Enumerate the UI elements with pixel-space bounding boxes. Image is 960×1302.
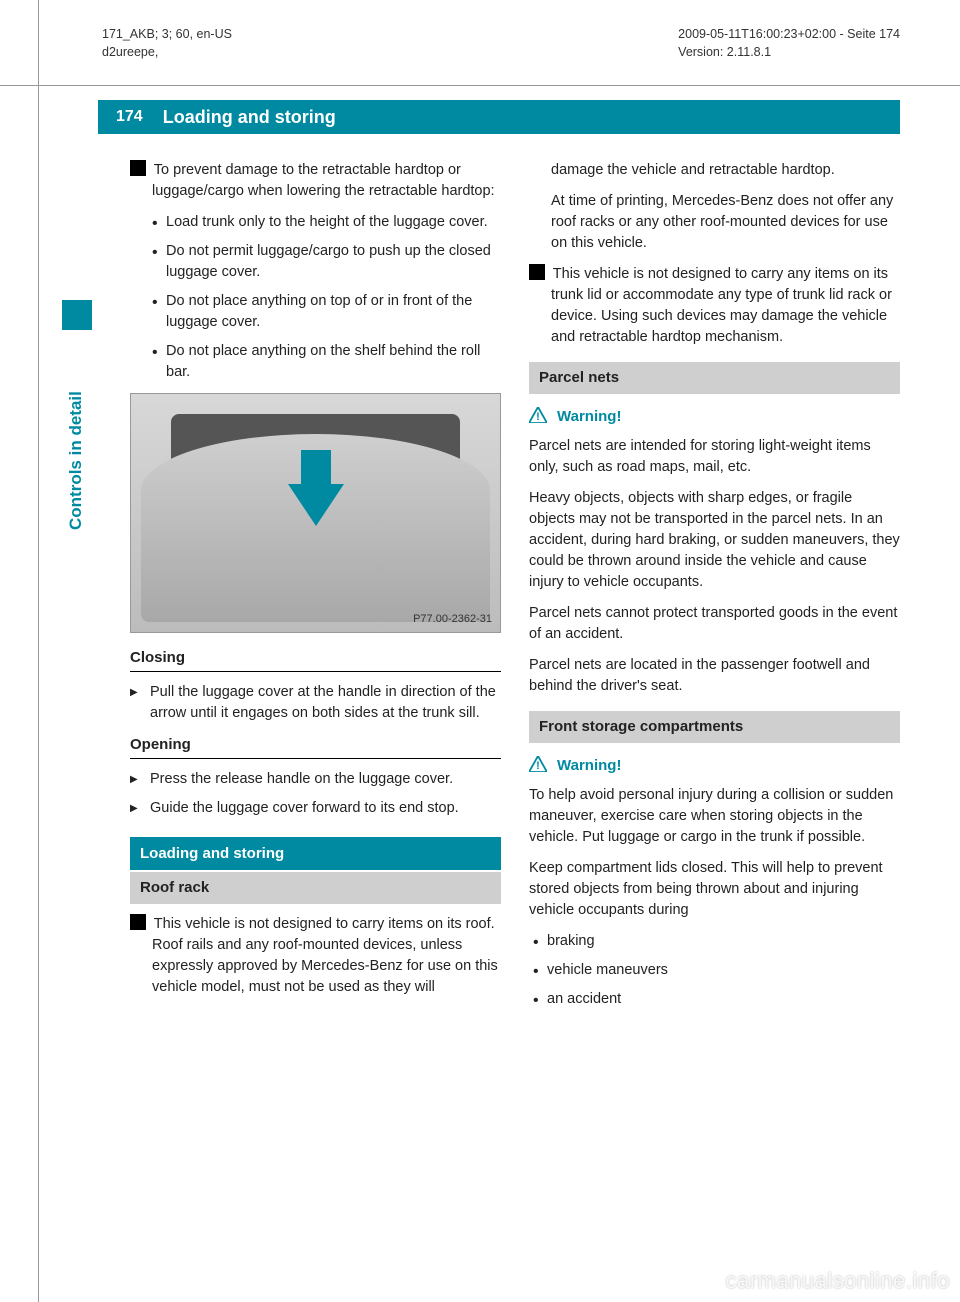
hardtop-note: ! To prevent damage to the retractable h… [130, 160, 501, 202]
list-item: Do not permit luggage/cargo to push up t… [152, 241, 501, 283]
content-area: ! To prevent damage to the retractable h… [130, 160, 900, 1262]
figure-label: P77.00-2362-31 [413, 612, 492, 628]
parcel-nets-heading: Parcel nets [529, 362, 900, 394]
meta-left: 171_AKB; 3; 60, en-US d2ureepe, [102, 26, 232, 61]
svg-text:!: ! [536, 760, 540, 772]
closing-steps: Pull the luggage cover at the handle in … [130, 682, 501, 724]
parcel-warning: ! Warning! Parcel nets are intended for … [529, 404, 900, 645]
warning-triangle-icon: ! [529, 753, 547, 779]
crop-mark-top [0, 85, 960, 86]
page-header: 174 Loading and storing [98, 100, 900, 134]
roof-rack-heading: Roof rack [130, 872, 501, 904]
meta-left-line1: 171_AKB; 3; 60, en-US [102, 26, 232, 44]
step-item: Press the release handle on the luggage … [130, 769, 501, 790]
page-number: 174 [98, 108, 157, 126]
trunk-lid-note-text: This vehicle is not designed to carry an… [551, 266, 892, 345]
list-item: braking [533, 931, 900, 952]
hardtop-bullets: Load trunk only to the height of the lug… [130, 212, 501, 383]
front-storage-heading: Front storage compartments [529, 711, 900, 743]
parcel-warn-p3: Parcel nets cannot protect transported g… [529, 603, 900, 645]
closing-heading: Closing [130, 647, 501, 672]
roof-continuation-2: At time of printing, Mercedes-Benz does … [529, 191, 900, 254]
caution-icon: ! [130, 160, 146, 176]
caution-icon: ! [529, 264, 545, 280]
sidebar-label: Controls in detail [66, 391, 86, 530]
step-item: Pull the luggage cover at the handle in … [130, 682, 501, 724]
list-item: Do not place anything on top of or in fr… [152, 291, 501, 333]
loading-storing-section: Loading and storing [130, 837, 501, 871]
step-item: Guide the luggage cover forward to its e… [130, 798, 501, 819]
opening-heading: Opening [130, 734, 501, 759]
meta-right-line2: Version: 2.11.8.1 [678, 44, 900, 62]
front-warning: ! Warning! To help avoid personal injury… [529, 753, 900, 1010]
column-left: ! To prevent damage to the retractable h… [130, 160, 501, 1262]
opening-steps: Press the release handle on the luggage … [130, 769, 501, 819]
column-right: damage the vehicle and retractable hardt… [529, 160, 900, 1262]
crop-mark-left [38, 0, 39, 1302]
warning-label: Warning! [557, 408, 621, 425]
page: 171_AKB; 3; 60, en-US d2ureepe, 2009-05-… [0, 0, 960, 1302]
roof-continuation-1: damage the vehicle and retractable hardt… [529, 160, 900, 181]
meta-right-line1: 2009-05-11T16:00:23+02:00 - Seite 174 [678, 26, 900, 44]
front-warn-p1: To help avoid personal injury during a c… [529, 785, 900, 848]
parcel-warn-p1: Parcel nets are intended for storing lig… [529, 436, 900, 478]
front-warn-p2: Keep compartment lids closed. This will … [529, 858, 900, 921]
luggage-cover-figure: P77.00-2362-31 [130, 393, 501, 633]
warning-header: ! Warning! [529, 404, 900, 430]
svg-text:!: ! [536, 411, 540, 423]
list-item: vehicle maneuvers [533, 960, 900, 981]
page-title: Loading and storing [157, 107, 336, 128]
list-item: Do not place anything on the shelf behin… [152, 341, 501, 383]
meta-left-line2: d2ureepe, [102, 44, 232, 62]
arrow-down-icon [288, 484, 344, 526]
warning-label: Warning! [557, 757, 621, 774]
trunk-lid-note: ! This vehicle is not designed to carry … [529, 264, 900, 348]
parcel-warn-p2: Heavy objects, objects with sharp edges,… [529, 488, 900, 593]
roof-rack-note: ! This vehicle is not designed to carry … [130, 914, 501, 998]
sidebar-tab [62, 300, 92, 330]
meta-right: 2009-05-11T16:00:23+02:00 - Seite 174 Ve… [678, 26, 900, 61]
watermark: carmanualsonline.info [725, 1268, 950, 1294]
caution-icon: ! [130, 914, 146, 930]
warning-triangle-icon: ! [529, 404, 547, 430]
roof-rack-note-text: This vehicle is not designed to carry it… [152, 916, 498, 995]
list-item: an accident [533, 989, 900, 1010]
list-item: Load trunk only to the height of the lug… [152, 212, 501, 233]
parcel-body: Parcel nets are located in the passenger… [529, 655, 900, 697]
hardtop-note-text: To prevent damage to the retractable har… [152, 162, 495, 199]
front-warning-bullets: braking vehicle maneuvers an accident [529, 931, 900, 1010]
warning-header: ! Warning! [529, 753, 900, 779]
